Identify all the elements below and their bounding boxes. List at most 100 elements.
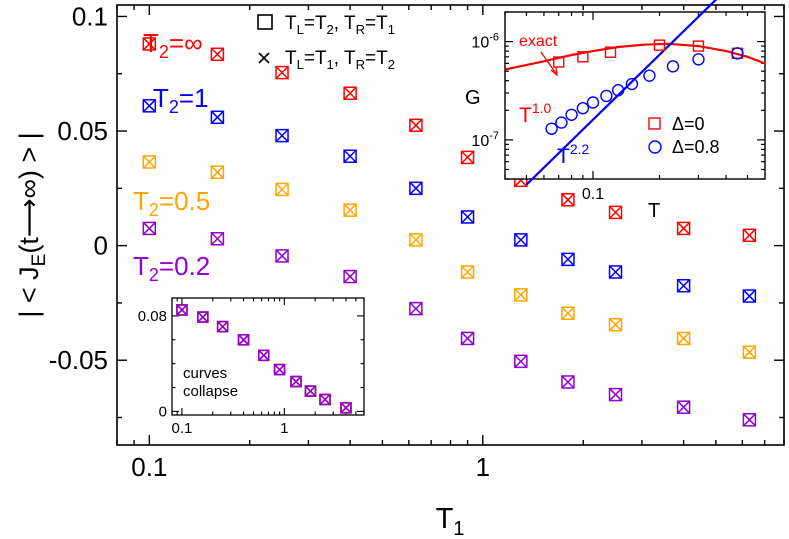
data-point-s1-6-cross [514, 233, 528, 247]
data-point-s2-0-cross [142, 155, 156, 169]
data-point-s0-3-cross [343, 86, 357, 100]
data-point-s2-8-cross [609, 318, 623, 332]
data-point-s3-9-cross [677, 400, 691, 414]
data-point-s3-9-square [676, 400, 691, 414]
collapse-point-c3-0-square [176, 304, 188, 316]
inset-circle-point [565, 108, 578, 121]
data-point-s1-9-cross [677, 279, 691, 293]
data-point-s3-7-cross [561, 375, 575, 389]
legend-square-marker [257, 14, 273, 30]
data-point-s3-10-square [742, 413, 757, 427]
data-point-s1-3-cross [343, 149, 357, 163]
data-point-s0-9-cross [677, 221, 691, 235]
x-tick-label: 0.1 [131, 452, 167, 482]
legend-cross-marker [258, 52, 270, 64]
data-point-s2-8-square [608, 317, 623, 332]
inset-circle-point [586, 96, 600, 109]
data-point-s1-0-square [142, 99, 157, 113]
inset-circle-point [643, 69, 656, 82]
data-point-s2-1-cross [210, 165, 224, 179]
series-label-t2-02: T2=0.2 [133, 251, 210, 285]
inset-bottom-ticks: 0.1 1 0 0.08 [138, 298, 365, 437]
data-point-s0-9-square [676, 221, 691, 236]
data-point-s1-8-cross [609, 265, 623, 279]
power-law-t22-label: T2.2 [557, 141, 590, 168]
data-point-s2-3-square [343, 203, 357, 217]
data-point-s3-3-square [343, 269, 357, 284]
legend-delta08-marker [648, 140, 662, 154]
power-law-line [525, 0, 718, 186]
data-point-s1-2-square [275, 128, 289, 143]
collapse-point-c3-5-square [273, 363, 286, 376]
collapse-point-c3-7-square [304, 385, 317, 397]
data-point-s2-5-cross [461, 265, 475, 279]
legend-delta0-marker [648, 117, 661, 130]
inset-top-frame [504, 11, 766, 180]
data-point-s1-8-square [608, 265, 623, 279]
data-point-s2-10-square [742, 345, 757, 359]
collapse-point-c3-4-cross [258, 349, 270, 361]
legend-square-label: TL=T2, TR=T1 [285, 13, 395, 37]
collapse-annotation-line2: collapse [183, 383, 238, 400]
collapse-point-c3-2-cross [217, 321, 229, 333]
collapse-point-c3-2-square [216, 320, 229, 333]
data-point-s2-4-square [409, 233, 423, 247]
inset-circle-point [611, 84, 625, 97]
power-law-t1-label: T1.0 [519, 100, 552, 127]
inset-circle-point [600, 89, 613, 103]
main-ticks: 0.1 1 0.1 0.05 0 -0.05 [49, 1, 785, 482]
collapse-point-c3-3-square [237, 334, 250, 346]
data-point-s2-10-cross [742, 345, 756, 359]
data-point-s3-6-cross [514, 354, 528, 368]
collapse-point-c3-1-cross [197, 311, 209, 323]
data-point-s1-10-square [742, 289, 757, 303]
inset-circle-point [692, 53, 705, 66]
inset-square-point [653, 39, 666, 51]
exact-arrow [540, 51, 558, 76]
data-point-s3-6-square [514, 354, 528, 369]
data-point-s0-4-cross [409, 118, 423, 132]
series-label-t2-inf: T2=∞ [143, 28, 203, 62]
y-tick-label: 0.05 [57, 116, 108, 146]
data-point-s3-4-square [409, 301, 423, 316]
data-point-s2-1-square [210, 165, 225, 180]
legend-cross-label: TL=T1, TR=T2 [285, 48, 395, 72]
data-point-s0-2-square [275, 65, 289, 80]
inset-top-points [545, 39, 744, 135]
data-point-s0-1-cross [210, 47, 224, 61]
data-point-s0-7-square [561, 193, 575, 207]
exact-annotation: exact [519, 33, 558, 50]
inset-bottom-x-tick-label: 0.1 [171, 420, 192, 437]
data-point-s3-0-cross [142, 221, 156, 235]
legend-delta08-label: Δ=0.8 [672, 137, 720, 157]
data-point-s1-4-square [409, 181, 423, 196]
collapse-point-c3-0-cross [176, 304, 188, 316]
series-label-t2-1: T2=1 [153, 83, 209, 117]
collapse-point-c3-8-square [319, 393, 331, 406]
inset-square-point [692, 40, 705, 52]
data-point-s2-7-cross [561, 306, 575, 320]
data-point-s2-2-cross [275, 182, 289, 197]
data-point-s3-7-square [561, 375, 575, 389]
data-point-s2-4-cross [409, 233, 423, 247]
data-point-s1-6-square [514, 233, 528, 247]
inset-square-point [577, 51, 589, 63]
data-point-s0-10-cross [742, 228, 756, 242]
inset-bottom-y-tick-label: 0 [159, 403, 167, 420]
inset-circle-point [731, 47, 744, 60]
inset-circle-point [666, 60, 680, 73]
data-point-s3-3-cross [343, 270, 357, 284]
data-point-s3-2-square [275, 249, 289, 263]
data-point-s2-6-cross [514, 288, 528, 302]
data-point-s0-7-cross [561, 193, 575, 207]
data-point-s1-1-cross [210, 110, 224, 124]
inset-top-x-tick-label: 0.1 [582, 186, 604, 203]
data-point-s0-5-square [460, 150, 475, 165]
data-point-s1-4-cross [409, 181, 423, 195]
series-label-t2-05: T2=0.5 [133, 186, 210, 220]
data-point-s2-5-square [460, 265, 475, 279]
data-point-s1-1-square [210, 110, 225, 125]
inset-top-x-label: T [648, 200, 660, 222]
data-point-s3-8-cross [609, 388, 623, 402]
